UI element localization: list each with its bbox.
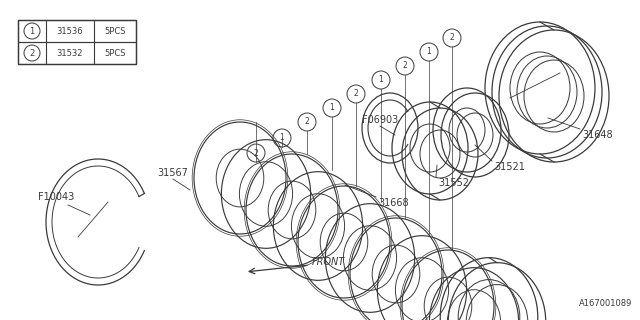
Text: 5PCS: 5PCS (104, 49, 125, 58)
Text: 31648: 31648 (582, 130, 612, 140)
Text: 2: 2 (403, 61, 408, 70)
Bar (18, 20, 136, 42)
Text: 1: 1 (280, 133, 284, 142)
Text: F06903: F06903 (362, 115, 398, 125)
Text: 1: 1 (427, 47, 431, 57)
Text: 31567: 31567 (157, 168, 188, 178)
Text: 1: 1 (29, 27, 35, 36)
Bar (18, 42, 136, 64)
Text: 2: 2 (29, 49, 35, 58)
Text: 2: 2 (450, 34, 454, 43)
Text: 1: 1 (379, 76, 383, 84)
Text: 1: 1 (330, 103, 334, 113)
Text: FRONT: FRONT (312, 257, 345, 267)
Text: 2: 2 (305, 117, 309, 126)
Text: A167001089: A167001089 (579, 299, 632, 308)
Text: 2: 2 (253, 148, 259, 157)
Text: 2: 2 (354, 90, 358, 99)
Text: 31668: 31668 (378, 198, 408, 208)
Text: 31521: 31521 (494, 162, 525, 172)
Text: 5PCS: 5PCS (104, 27, 125, 36)
Text: 31536: 31536 (57, 27, 83, 36)
Text: 31552: 31552 (438, 178, 469, 188)
Bar (18, 20, 136, 64)
Text: 31532: 31532 (57, 49, 83, 58)
Text: F10043: F10043 (38, 192, 74, 202)
